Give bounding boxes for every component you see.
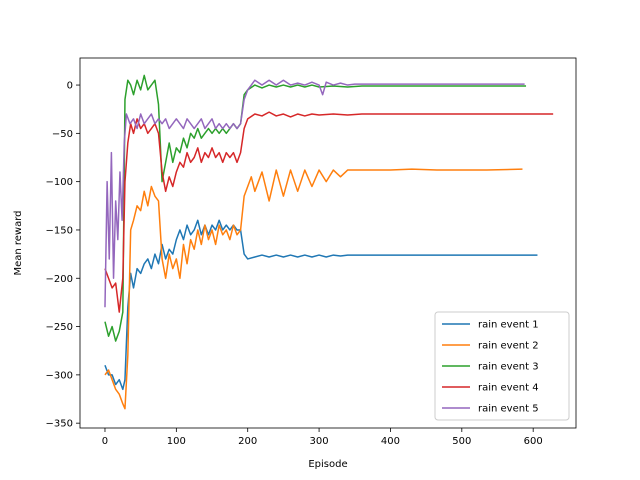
- y-tick-label: 0: [67, 81, 73, 92]
- series-line-3: [104, 74, 527, 342]
- x-tick-label: 200: [238, 436, 257, 447]
- legend-label-1: rain event 1: [478, 320, 539, 331]
- legend-label-3: rain event 3: [478, 362, 539, 373]
- series-line-1: [104, 219, 538, 391]
- legend-frame: [434, 311, 570, 421]
- x-tick-label: 500: [452, 436, 471, 447]
- series-layer: [104, 74, 554, 410]
- x-axis: 0 100 200 300 400 500 600: [102, 428, 543, 447]
- x-tick-label: 0: [102, 436, 108, 447]
- legend-label-5: rain event 5: [478, 404, 539, 415]
- x-tick-label: 400: [381, 436, 400, 447]
- y-tick-label: −100: [46, 177, 73, 188]
- y-tick-label: −50: [52, 129, 73, 140]
- y-axis: 0 −50 −100 −150 −200 −250 −300 −350: [46, 81, 80, 430]
- x-tick-label: 300: [310, 436, 329, 447]
- y-tick-label: −300: [46, 370, 73, 381]
- series-line-5: [104, 79, 525, 308]
- y-tick-label: −200: [46, 274, 73, 285]
- series-line-4: [104, 111, 554, 313]
- x-axis-label: Episode: [308, 459, 347, 470]
- x-tick-label: 100: [167, 436, 186, 447]
- y-tick-label: −250: [46, 322, 73, 333]
- y-tick-label: −150: [46, 225, 73, 236]
- legend-label-2: rain event 2: [478, 341, 539, 352]
- legend-label-4: rain event 4: [478, 383, 539, 394]
- x-tick-label: 600: [524, 436, 543, 447]
- series-line-2: [104, 168, 523, 410]
- y-axis-label: Mean reward: [13, 210, 24, 275]
- plot-frame: [79, 57, 577, 429]
- legend: rain event 1 rain event 2 rain event 3 rain…: [434, 311, 570, 421]
- y-tick-label: −350: [46, 419, 73, 430]
